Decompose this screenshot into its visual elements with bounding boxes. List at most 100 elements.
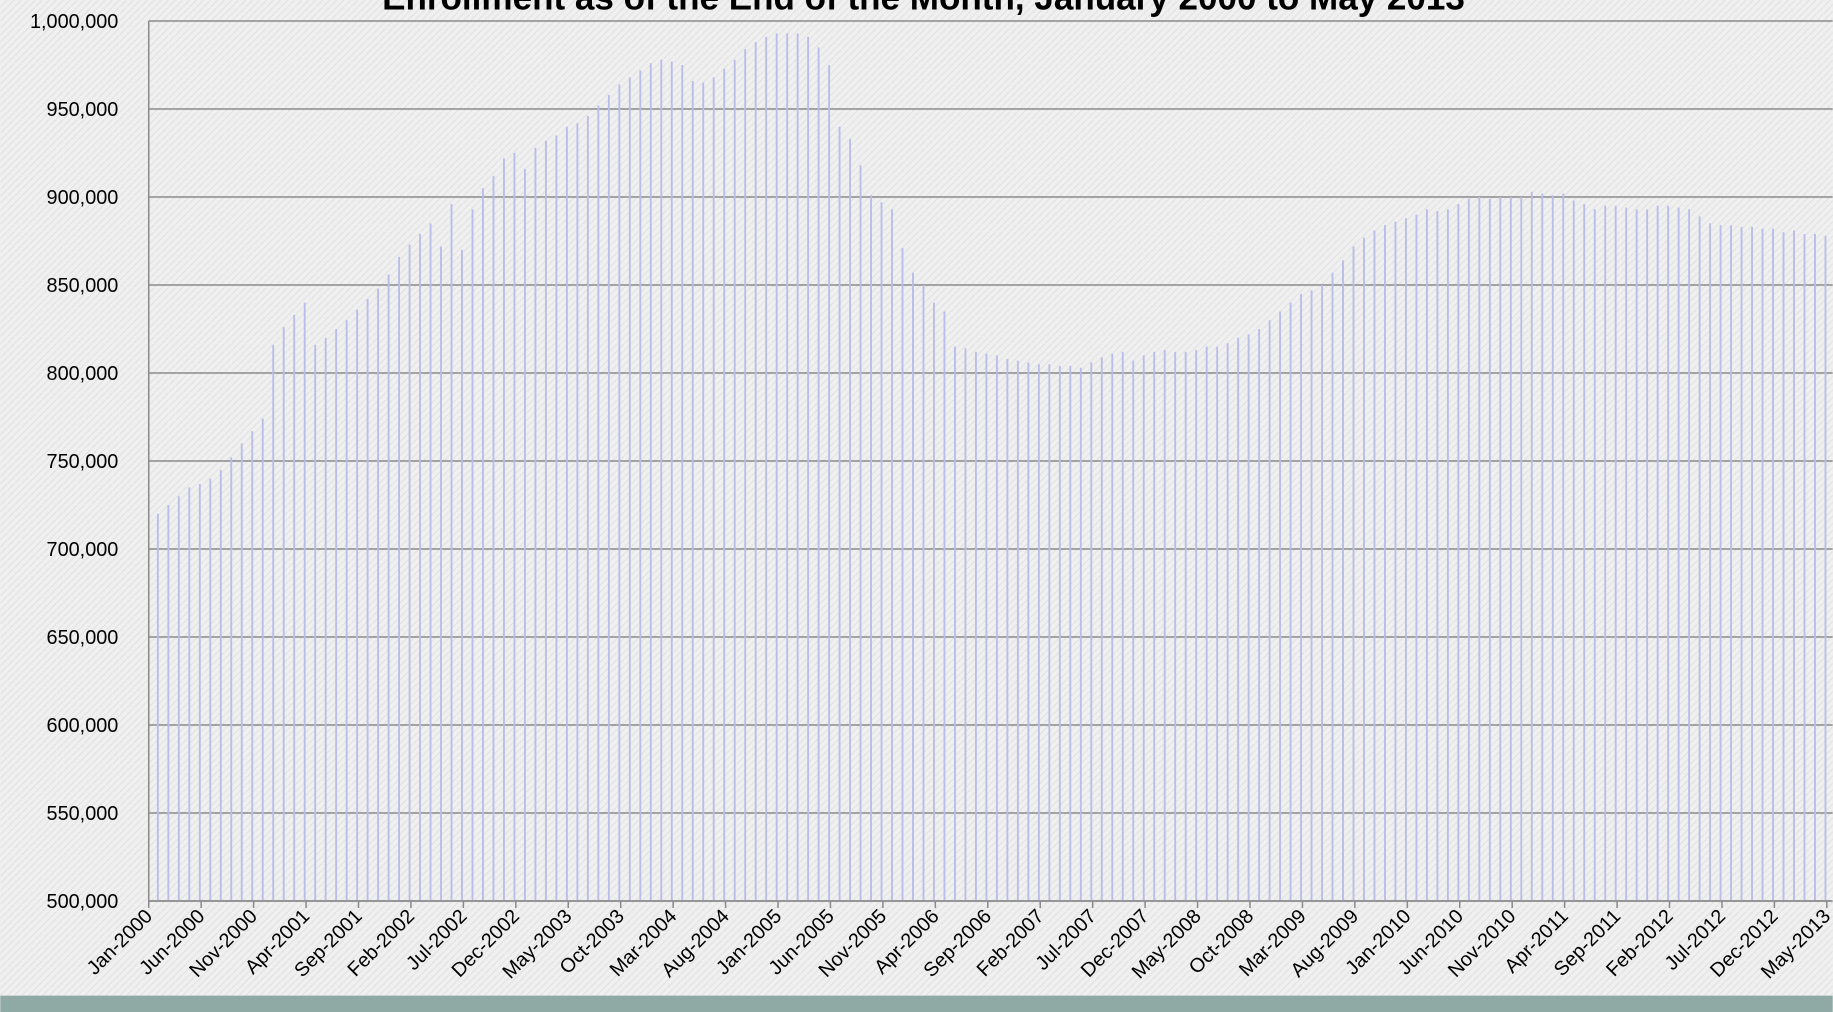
- bar: [1195, 350, 1198, 901]
- y-tick-label: 550,000: [47, 803, 119, 825]
- bar: [1562, 193, 1565, 901]
- bar: [219, 469, 222, 901]
- bar: [1814, 233, 1816, 901]
- bar: [177, 496, 180, 901]
- bar: [1100, 357, 1103, 901]
- bar: [1782, 232, 1785, 901]
- bar: [1457, 204, 1460, 901]
- bar: [1405, 218, 1407, 901]
- bar: [1174, 351, 1177, 901]
- bar: [1268, 320, 1271, 901]
- bar: [240, 443, 243, 901]
- bar: [366, 299, 369, 901]
- bar: [345, 320, 348, 901]
- bar: [408, 244, 411, 901]
- bar: [985, 353, 988, 901]
- bar: [1667, 205, 1670, 901]
- bar: [828, 65, 831, 901]
- bar: [377, 288, 380, 901]
- y-tick-label: 800,000: [47, 363, 119, 385]
- bar: [954, 346, 956, 901]
- bar: [1646, 209, 1649, 901]
- bar: [167, 505, 170, 901]
- bar: [1331, 272, 1334, 901]
- bar: [1216, 346, 1219, 901]
- bar: [744, 49, 747, 901]
- bar: [702, 82, 705, 901]
- bar: [440, 246, 442, 901]
- bar: [1163, 350, 1166, 901]
- bar: [1446, 209, 1449, 901]
- y-tick-label: 500,000: [47, 891, 119, 913]
- bar: [576, 123, 579, 901]
- bar: [1793, 230, 1795, 901]
- bar: [335, 329, 338, 901]
- bar: [1635, 209, 1638, 901]
- bar: [1394, 221, 1397, 901]
- bar: [775, 33, 778, 901]
- bar: [1583, 204, 1586, 901]
- bar: [649, 63, 652, 901]
- bar: [912, 272, 914, 901]
- footer-strip: [0, 995, 1833, 1012]
- bar: [1719, 225, 1722, 901]
- bar: [849, 138, 852, 901]
- bar: [807, 36, 810, 901]
- bar: [1121, 351, 1124, 901]
- bar: [1079, 367, 1082, 901]
- bar: [943, 311, 946, 901]
- y-tick-label: 750,000: [47, 451, 119, 473]
- bar: [1656, 205, 1659, 901]
- bar: [1520, 197, 1523, 901]
- bar: [597, 105, 600, 901]
- bar: [482, 188, 484, 901]
- bar: [733, 59, 736, 901]
- bar: [534, 147, 537, 901]
- bar: [1342, 260, 1344, 901]
- bar: [586, 116, 589, 901]
- bar: [723, 68, 726, 901]
- bar: [544, 140, 547, 901]
- bar: [1006, 358, 1009, 901]
- bar: [1027, 362, 1030, 901]
- bar: [670, 61, 673, 901]
- bar: [1593, 209, 1596, 901]
- bar: [1688, 209, 1691, 901]
- bar: [314, 344, 317, 901]
- bar: [639, 70, 642, 901]
- bar: [1226, 343, 1229, 901]
- bar: [1310, 290, 1313, 901]
- bar: [1541, 193, 1544, 901]
- bar: [817, 47, 820, 901]
- bar: [471, 209, 474, 901]
- bar: [1321, 285, 1323, 901]
- bar: [1247, 334, 1250, 901]
- bar: [1698, 216, 1701, 901]
- bar: [1803, 233, 1806, 901]
- bar: [230, 457, 233, 901]
- bar: [261, 418, 264, 901]
- bar: [628, 77, 631, 901]
- bar: [1772, 228, 1774, 901]
- bar: [1205, 346, 1208, 901]
- bar: [1530, 191, 1533, 901]
- bar: [282, 327, 285, 901]
- bar: [1300, 293, 1302, 901]
- bar: [974, 351, 977, 901]
- bar: [786, 33, 789, 901]
- bar: [1111, 353, 1114, 901]
- bar: [681, 65, 684, 901]
- bar: [1184, 351, 1187, 901]
- bar: [1425, 209, 1428, 901]
- bar: [555, 135, 558, 901]
- bar: [272, 344, 275, 901]
- bar: [1058, 365, 1061, 901]
- bar: [1090, 362, 1093, 901]
- bar: [156, 513, 159, 901]
- bar: [1467, 198, 1470, 901]
- bar: [901, 248, 904, 901]
- bar: [1761, 228, 1764, 901]
- bar: [398, 256, 401, 901]
